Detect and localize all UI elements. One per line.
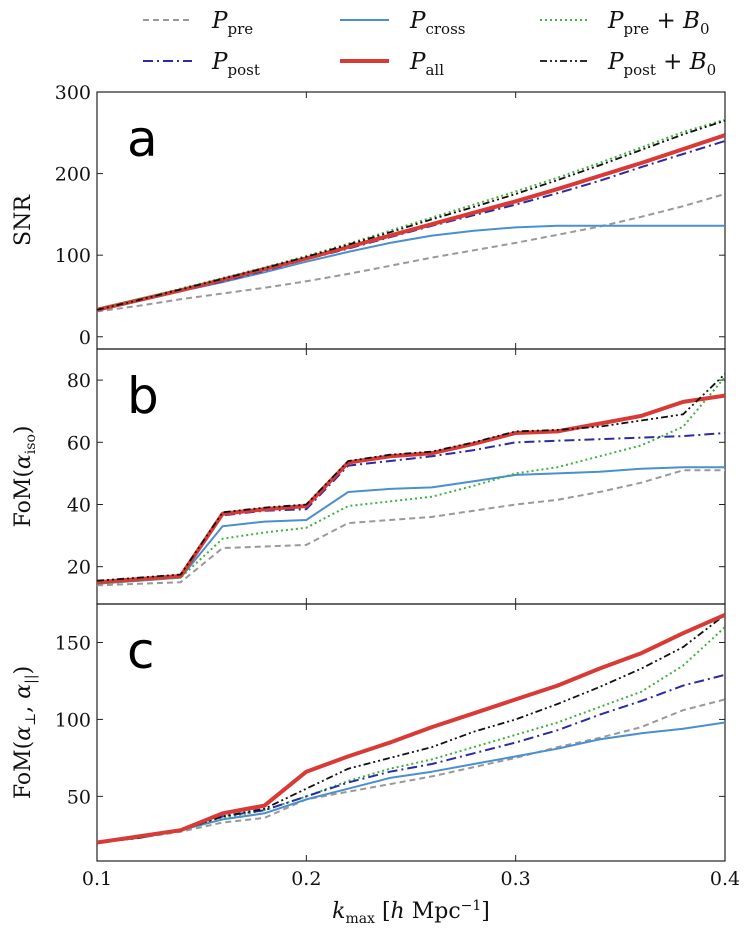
y-tick-label: 100	[55, 245, 91, 267]
x-tick-label: 0.1	[82, 868, 112, 890]
series-line-post	[97, 673, 725, 844]
legend-item-postB0: Ppost + B0	[540, 49, 716, 79]
panel-b: 20 40 60 80 FoM(αiso) b	[11, 348, 726, 605]
series-line-pre	[97, 193, 725, 313]
y-axis-label: FoM(α⊥, α||)	[11, 666, 39, 799]
panel-a: 0 100 200 300 SNR a	[11, 82, 726, 350]
panels: 0 100 200 300 SNR a 20 40 60 80 FoM(αiso) b 50 100 150…	[11, 82, 726, 862]
y-tick-label: 40	[67, 494, 91, 516]
legend-label-preB0: Ppre + B0	[607, 8, 710, 38]
y-tick-label: 20	[67, 557, 91, 579]
x-tick-label: 0.2	[291, 868, 321, 890]
series-line-all	[97, 612, 725, 845]
legend-item-all: Pall	[340, 49, 444, 79]
x-axis: 0.1 0.2 0.3 0.4 kmax [h Mpc−1]	[82, 868, 740, 927]
panel-frame	[96, 91, 726, 350]
legend-item-preB0: Ppre + B0	[540, 8, 710, 38]
panel-frame	[96, 603, 726, 862]
y-tick-label: 0	[79, 327, 91, 349]
panel-letter: a	[127, 110, 158, 168]
series-line-preB0	[97, 376, 725, 585]
series-group	[97, 612, 725, 845]
series-line-postB0	[97, 614, 725, 844]
legend-label-post: Ppost	[211, 49, 260, 79]
legend-item-post: Ppost	[143, 49, 260, 79]
series-line-postB0	[97, 119, 725, 311]
panel-c: 50 100 150 FoM(α⊥, α||) c	[11, 603, 726, 862]
series-line-all	[97, 133, 725, 312]
y-tick-label: 60	[67, 432, 91, 454]
x-tick-label: 0.3	[501, 868, 531, 890]
legend-item-pre: Ppre	[143, 8, 253, 38]
x-tick-label: 0.4	[710, 868, 740, 890]
legend-item-cross: Pcross	[340, 8, 465, 38]
y-tick-label: 50	[67, 786, 91, 808]
y-axis-label: SNR	[11, 194, 36, 246]
legend-label-all: Pall	[409, 49, 444, 79]
series-line-preB0	[97, 118, 725, 311]
series-group	[97, 118, 725, 313]
panel-letter: c	[127, 622, 155, 680]
series-line-pre	[97, 698, 725, 844]
series-group	[97, 373, 725, 587]
series-line-cross	[97, 466, 725, 585]
series-line-pre	[97, 469, 725, 587]
x-axis-label: kmax [h Mpc−1]	[332, 898, 490, 927]
legend-label-pre: Ppre	[211, 8, 253, 38]
y-tick-label: 300	[55, 82, 91, 104]
y-tick-label: 200	[55, 164, 91, 186]
y-axis-label: FoM(αiso)	[11, 426, 39, 528]
legend: Ppre Pcross Ppre + B0 Ppost Pall Ppost + B0	[143, 8, 716, 79]
legend-label-cross: Pcross	[409, 8, 465, 38]
legend-label-postB0: Ppost + B0	[607, 49, 716, 79]
y-tick-label: 100	[55, 709, 91, 731]
series-line-postB0	[97, 373, 725, 582]
panel-letter: b	[127, 367, 159, 425]
y-tick-label: 150	[55, 632, 91, 654]
y-tick-label: 80	[67, 370, 91, 392]
